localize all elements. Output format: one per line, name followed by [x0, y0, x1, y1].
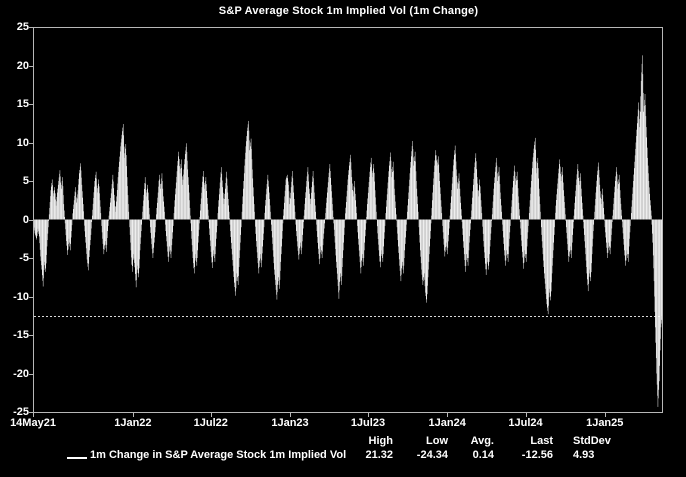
- stat-value: -12.56: [521, 449, 553, 461]
- stat-header: High: [368, 435, 393, 447]
- stat-value: -24.34: [416, 449, 448, 461]
- y-tick-label: 25: [16, 21, 29, 33]
- legend-line-icon: [67, 457, 87, 459]
- y-tick-label: 5: [22, 175, 29, 187]
- y-tick-label: -5: [19, 252, 29, 264]
- x-tick-label: 1Jul23: [350, 417, 386, 429]
- stat-value: 4.93: [573, 449, 595, 461]
- y-tick-label: 15: [16, 98, 29, 110]
- stat-value: 0.14: [472, 449, 494, 461]
- y-tick-label: 10: [16, 136, 29, 149]
- legend-label: 1m Change in S&P Average Stock 1m Implie…: [90, 449, 347, 461]
- stat-header: Avg.: [470, 435, 494, 447]
- y-tick-label: -15: [13, 329, 29, 341]
- y-tick-label: -10: [13, 290, 29, 303]
- y-tick-label: -20: [13, 367, 29, 380]
- y-tick-label: -25: [13, 406, 29, 418]
- x-tick-label: 1Jan25: [586, 417, 624, 429]
- x-tick-label: 1Jul22: [193, 417, 228, 429]
- x-tick-label: 1Jan24: [428, 417, 466, 429]
- x-tick-label: 1Jan23: [271, 417, 309, 429]
- y-tick-label: 20: [16, 59, 29, 72]
- x-tick-label: 1Jan22: [114, 417, 152, 429]
- stat-value: 21.32: [365, 449, 393, 461]
- stat-header: Low: [426, 435, 448, 447]
- stat-header: Last: [530, 435, 553, 447]
- x-tick-label: 1Jul24: [508, 417, 543, 429]
- y-tick-label: 0: [22, 213, 29, 226]
- stat-header: StdDev: [573, 435, 611, 447]
- x-tick-label: 14May21: [10, 417, 56, 429]
